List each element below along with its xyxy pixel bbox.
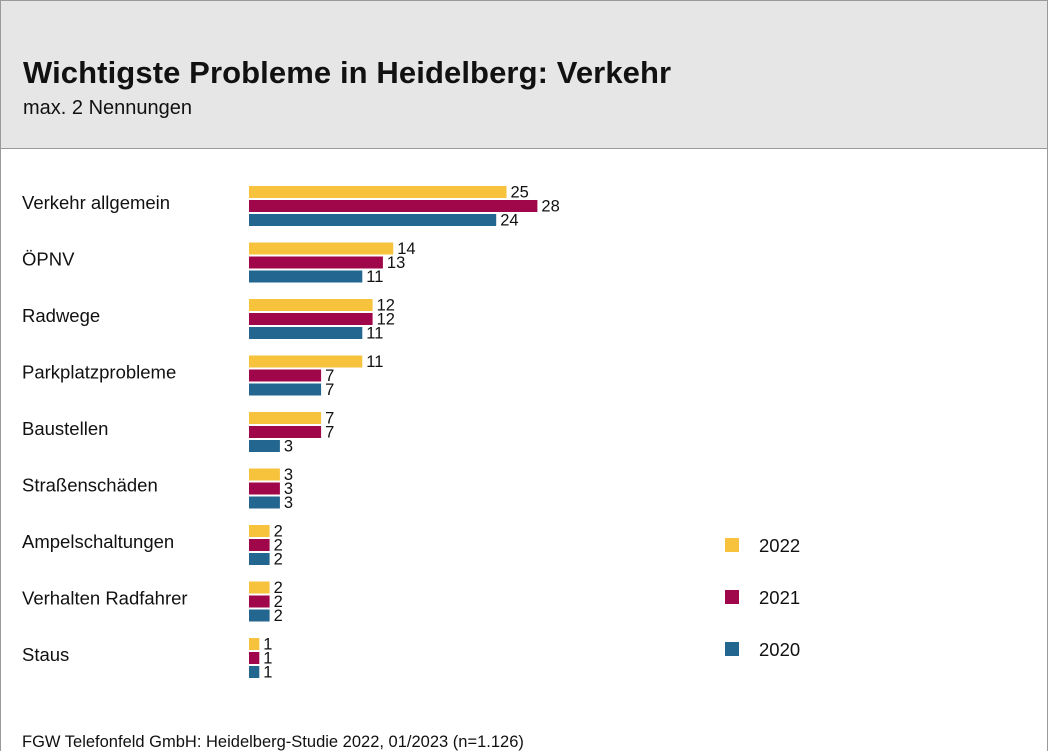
legend-swatch-2021	[725, 590, 739, 604]
data-label: 11	[366, 268, 383, 286]
data-label: 7	[325, 424, 334, 442]
chart-title: Wichtigste Probleme in Heidelberg: Verke…	[23, 55, 672, 90]
bar-2020	[249, 609, 270, 622]
data-label: 2	[274, 579, 283, 597]
data-label: 12	[377, 311, 395, 329]
data-label: 24	[500, 212, 518, 230]
data-label: 14	[397, 240, 415, 258]
chart-subtitle: max. 2 Nennungen	[23, 97, 193, 119]
bar-2021	[249, 369, 322, 382]
data-label: 2	[274, 551, 283, 569]
data-label: 2	[274, 537, 283, 555]
data-label: 1	[263, 650, 272, 668]
bar-2022	[249, 412, 322, 424]
data-label: 11	[366, 325, 383, 343]
legend-label: 2022	[759, 535, 800, 556]
bar-2020	[249, 496, 280, 509]
category-label: Verkehr allgemein	[22, 192, 170, 213]
bar-2022	[249, 581, 270, 594]
bar-2022	[249, 355, 363, 368]
bar-2021	[249, 595, 270, 608]
bar-2022	[249, 468, 280, 481]
bar-2022	[249, 525, 270, 537]
bar-2021	[249, 539, 270, 551]
source-note: FGW Telefonfeld GmbH: Heidelberg-Studie …	[22, 733, 524, 751]
data-label: 3	[284, 494, 293, 512]
bar-2022	[249, 299, 373, 311]
data-label: 3	[284, 438, 293, 456]
data-label: 11	[366, 353, 383, 371]
bar-2021	[249, 482, 280, 495]
category-label: Straßenschäden	[22, 475, 158, 496]
data-label: 7	[325, 367, 334, 385]
legend-swatch-2022	[725, 538, 739, 552]
data-label: 25	[511, 184, 529, 202]
bar-2021	[249, 313, 373, 325]
bar-2021	[249, 200, 538, 212]
category-label: Parkplatzprobleme	[22, 362, 176, 383]
bar-2022	[249, 186, 507, 198]
bar-2021	[249, 426, 322, 438]
data-label: 7	[325, 381, 334, 399]
category-label: Verhalten Radfahrer	[22, 588, 188, 609]
bar-2021	[249, 652, 260, 664]
bar-2020	[249, 440, 280, 452]
data-label: 1	[263, 636, 272, 654]
chart-header: Wichtigste Probleme in Heidelberg: Verke…	[1, 1, 1047, 149]
bar-2022	[249, 242, 394, 255]
data-label: 12	[377, 297, 395, 315]
data-label: 7	[325, 410, 334, 428]
data-label: 2	[274, 593, 283, 611]
data-label: 28	[541, 198, 559, 216]
category-label: Baustellen	[22, 418, 108, 439]
data-label: 3	[284, 466, 293, 484]
data-label: 2	[274, 523, 283, 541]
bar-2020	[249, 214, 497, 226]
bar-2020	[249, 553, 270, 565]
data-label: 13	[387, 254, 405, 272]
data-label: 2	[274, 607, 283, 625]
bar-2020	[249, 327, 363, 339]
data-label: 1	[263, 664, 272, 682]
bar-2020	[249, 666, 260, 678]
legend-swatch-2020	[725, 642, 739, 656]
category-label: ÖPNV	[22, 249, 75, 270]
bar-2020	[249, 383, 322, 396]
category-label: Radwege	[22, 305, 100, 326]
legend-label: 2021	[759, 587, 800, 608]
bar-2021	[249, 256, 383, 269]
data-label: 3	[284, 480, 293, 498]
bar-2020	[249, 270, 363, 283]
category-label: Staus	[22, 644, 69, 665]
legend-label: 2020	[759, 639, 800, 660]
category-label: Ampelschaltungen	[22, 531, 174, 552]
bar-2022	[249, 638, 260, 650]
